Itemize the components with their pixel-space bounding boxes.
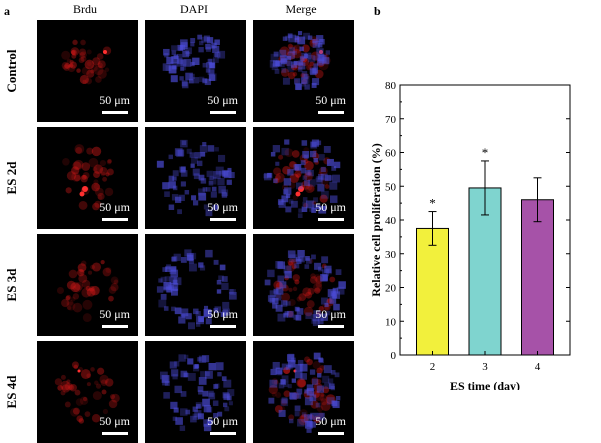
panel-a-letter: a xyxy=(4,4,10,18)
row-label-control: Control xyxy=(4,49,19,93)
significance-mark: * xyxy=(429,196,436,211)
micrograph-image xyxy=(162,34,226,89)
y-axis-label: Relative cell proliferation (%) xyxy=(370,143,383,296)
micrograph-control-merge: 50 μm xyxy=(253,20,354,122)
micrograph-es-3d-dapi: 50 μm xyxy=(145,234,246,336)
micrograph-image xyxy=(156,249,237,330)
scale-bar xyxy=(102,111,128,114)
micrograph-image xyxy=(160,354,235,432)
micrograph-es-3d-brdu: 50 μm xyxy=(37,234,138,336)
micrograph-image xyxy=(264,250,346,327)
scale-bar xyxy=(318,218,344,221)
scale-bar xyxy=(102,218,128,221)
y-tick-label: 0 xyxy=(391,350,397,362)
micrograph-es-2d-brdu: 50 μm xyxy=(37,127,138,229)
micrograph-image xyxy=(62,144,114,211)
y-tick-label: 80 xyxy=(385,80,397,92)
scale-bar-label: 50 μm xyxy=(315,414,346,428)
column-header-merge: Merge xyxy=(285,2,317,16)
micrograph-control-dapi: 50 μm xyxy=(145,20,246,122)
scale-bar xyxy=(210,218,236,221)
y-tick-label: 50 xyxy=(385,181,397,193)
scale-bar-label: 50 μm xyxy=(315,200,346,214)
scale-bar xyxy=(318,325,344,328)
row-label-es-2d: ES 2d xyxy=(4,161,19,195)
scale-bar-label: 50 μm xyxy=(207,93,238,107)
bar-day-2 xyxy=(416,227,449,356)
scale-bar-label: 50 μm xyxy=(99,414,130,428)
panel-b-letter: b xyxy=(374,4,381,18)
micrograph-es-2d-merge: 50 μm xyxy=(253,127,354,229)
micrograph-control-brdu: 50 μm xyxy=(37,20,138,122)
scale-bar xyxy=(210,111,236,114)
micrograph-image xyxy=(269,31,331,91)
scale-bar-label: 50 μm xyxy=(99,200,130,214)
scale-bar xyxy=(210,325,236,328)
bar-day-4 xyxy=(521,199,554,356)
column-header-dapi: DAPI xyxy=(179,2,208,16)
y-tick-label: 70 xyxy=(385,114,397,126)
scale-bar-label: 50 μm xyxy=(207,414,238,428)
scale-bar-label: 50 μm xyxy=(315,307,346,321)
micrograph-image xyxy=(263,139,341,218)
x-tick-label: 4 xyxy=(535,361,541,373)
significance-mark: * xyxy=(482,145,489,160)
micrograph-image xyxy=(54,361,120,424)
scale-bar xyxy=(102,432,128,435)
y-tick-label: 20 xyxy=(385,283,397,295)
x-tick-label: 2 xyxy=(430,361,436,373)
micrograph-image xyxy=(268,352,341,433)
y-tick-label: 40 xyxy=(385,215,397,227)
micrograph-es-2d-dapi: 50 μm xyxy=(145,127,246,229)
micrograph-image xyxy=(156,139,235,217)
y-tick-label: 60 xyxy=(385,148,397,160)
scale-bar xyxy=(102,325,128,328)
row-label-es-4d: ES 4d xyxy=(4,375,19,409)
scale-bar-label: 50 μm xyxy=(207,307,238,321)
micrograph-es-4d-merge: 50 μm xyxy=(253,341,354,443)
micrograph-es-4d-brdu: 50 μm xyxy=(37,341,138,443)
scale-bar-label: 50 μm xyxy=(99,307,130,321)
scale-bar-label: 50 μm xyxy=(207,200,238,214)
y-tick-label: 10 xyxy=(385,316,397,328)
micrograph-es-4d-dapi: 50 μm xyxy=(145,341,246,443)
micrograph-image xyxy=(56,259,119,322)
x-axis-label: ES time (day) xyxy=(450,379,520,390)
scale-bar xyxy=(318,111,344,114)
scale-bar-label: 50 μm xyxy=(315,93,346,107)
column-header-brdu: Brdu xyxy=(73,2,97,16)
bar-day-3 xyxy=(468,187,502,356)
x-tick-label: 3 xyxy=(482,361,488,373)
row-label-es-3d: ES 3d xyxy=(4,268,19,302)
scale-bar xyxy=(210,432,236,435)
y-tick-label: 30 xyxy=(385,249,397,261)
proliferation-bar-chart: 0 10 20 30 40 50 60 70 80 * 2 * 3 4 ES time (day) Relat… xyxy=(370,80,571,390)
micrograph-es-3d-merge: 50 μm xyxy=(253,234,354,336)
scale-bar-label: 50 μm xyxy=(99,93,130,107)
micrograph-image xyxy=(61,39,112,85)
scale-bar xyxy=(318,432,344,435)
